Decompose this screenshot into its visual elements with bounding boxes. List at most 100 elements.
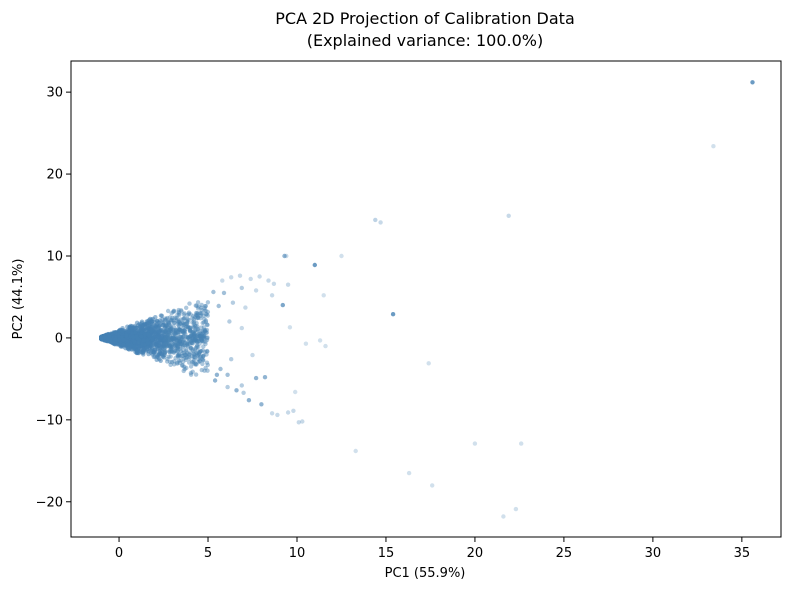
scatter-point [189,333,194,339]
scatter-point [248,276,253,282]
scatter-point [188,328,193,333]
scatter-point [200,354,206,359]
scatter-point [199,338,205,344]
scatter-point [205,322,210,328]
scatter-point [166,343,171,349]
scatter-point [200,335,205,341]
scatter-point [196,356,201,362]
scatter-point [179,309,184,314]
scatter-point [167,334,173,339]
scatter-point [111,330,116,335]
scatter-point [194,343,200,348]
scatter-point [176,339,182,345]
scatter-point [172,309,177,314]
scatter-point [177,341,182,347]
scatter-point [169,311,174,316]
scatter-point [190,338,195,343]
scatter-point [189,338,194,344]
scatter-point [200,320,205,326]
scatter-point [138,325,143,330]
scatter-point [172,336,177,342]
scatter-point [170,315,175,321]
scatter-point [171,320,177,326]
scatter-point [191,319,197,324]
scatter-point [191,331,196,337]
scatter-point [339,253,344,259]
scatter-point [178,337,183,342]
scatter-point [287,325,293,330]
scatter-point [168,336,174,341]
scatter-point [165,327,170,332]
scatter-point [195,311,201,316]
scatter-point [164,341,169,346]
scatter-point [194,321,199,326]
scatter-point [197,310,203,316]
scatter-point [189,340,194,346]
scatter-point [163,323,169,328]
scatter-point [196,344,201,350]
scatter-point [191,330,196,335]
scatter-point [198,335,203,340]
scatter-point [172,341,177,347]
scatter-point [174,335,179,341]
scatter-point [198,313,203,319]
scatter-point [185,335,190,341]
scatter-point [181,328,186,333]
scatter-point [187,334,192,339]
scatter-point [169,318,175,323]
scatter-point [175,348,180,354]
scatter-point [168,337,174,342]
scatter-point [218,366,223,372]
scatter-point [177,327,183,333]
scatter-point [194,316,199,321]
scatter-point [173,337,179,342]
scatter-point [159,335,164,340]
scatter-point [192,334,198,339]
scatter-point [312,262,317,268]
scatter-point [177,339,183,344]
scatter-point [179,341,184,346]
scatter-point [163,330,168,335]
scatter-point [203,339,208,344]
scatter-point [178,317,184,322]
scatter-point [201,313,206,318]
scatter-point [169,343,175,348]
x-tick-label: 10 [289,546,306,561]
scatter-point [185,313,190,318]
scatter-point [203,349,208,354]
scatter-point [189,359,195,365]
scatter-point [174,345,179,350]
scatter-point [185,324,190,330]
scatter-point [187,352,192,357]
scatter-point [168,338,173,343]
scatter-point [180,339,186,344]
scatter-point [168,330,174,335]
scatter-point [165,342,171,347]
scatter-point [145,325,150,330]
scatter-point [190,330,195,336]
scatter-point [194,333,200,339]
scatter-point [185,335,191,340]
scatter-point [406,470,412,476]
scatter-point [203,329,208,334]
scatter-point [167,348,172,353]
scatter-point [176,352,182,357]
scatter-point [170,309,176,314]
scatter-point [164,336,169,341]
scatter-point [176,352,181,358]
scatter-point [262,375,268,380]
scatter-point [187,325,192,330]
scatter-point [194,338,199,344]
scatter-point [182,342,187,348]
scatter-point [165,330,170,335]
scatter-point [216,303,221,309]
scatter-point [163,333,168,338]
scatter-point [186,311,191,317]
scatter-point [192,354,197,360]
scatter-point [212,378,218,383]
scatter-point [184,365,189,371]
scatter-point [181,320,186,325]
scatter-point [190,341,195,346]
scatter-point [166,320,172,326]
scatter-point [204,352,209,357]
